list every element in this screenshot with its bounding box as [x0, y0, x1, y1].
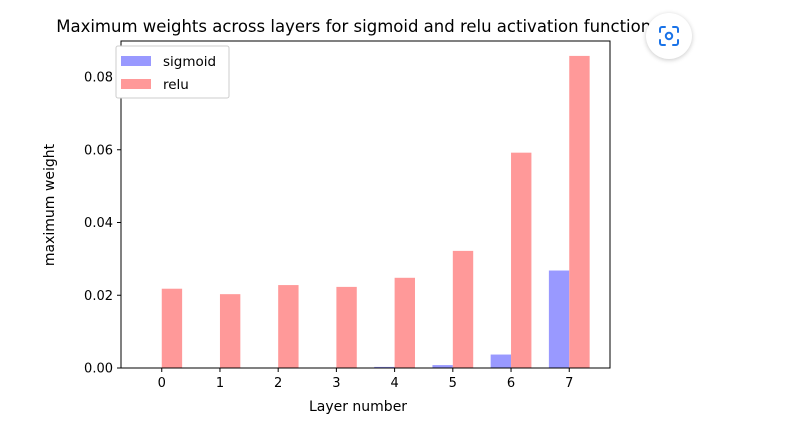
x-tick-label: 0: [158, 376, 166, 391]
x-tick-label: 1: [216, 376, 224, 391]
bar-sigmoid-layer-7: [548, 270, 570, 368]
x-tick-label: 3: [332, 376, 340, 391]
bar-relu-layer-3: [336, 286, 357, 368]
x-axis-label: Layer number: [309, 399, 407, 415]
legend-swatch-relu: [121, 79, 151, 89]
google-lens-icon: [659, 26, 679, 46]
y-tick-label: 0.08: [84, 71, 113, 86]
legend-swatch-sigmoid: [121, 56, 151, 66]
x-axis: 0 1 2 3 4 5 6 7: [158, 368, 573, 391]
plot-frame: [120, 40, 611, 369]
bar-relu-layer-7: [569, 55, 590, 368]
x-tick-label: 4: [390, 376, 398, 391]
legend-label-sigmoid: sigmoid: [163, 54, 216, 70]
bar-sigmoid-layer-5: [432, 365, 453, 368]
bar-sigmoid-layer-4: [374, 366, 395, 368]
y-axis-label: maximum weight: [42, 143, 58, 266]
bar-relu-layer-6: [511, 152, 532, 368]
y-tick-label: 0.00: [84, 362, 113, 377]
y-tick-label: 0.02: [84, 289, 113, 304]
bar-sigmoid-layer-6: [490, 354, 512, 368]
bar-relu-layer-5: [452, 250, 474, 368]
x-tick-label: 2: [274, 376, 282, 391]
chart-title: Maximum weights across layers for sigmoi…: [56, 17, 660, 36]
y-axis: 0.00 0.02 0.04 0.06 0.08: [84, 71, 121, 377]
bar-relu-layer-0: [161, 288, 183, 368]
legend: sigmoid relu: [115, 45, 230, 99]
y-tick-label: 0.04: [84, 216, 113, 231]
bar-relu-layer-4: [394, 277, 415, 368]
x-tick-label: 5: [449, 376, 457, 391]
bars-group: [161, 55, 590, 368]
bar-relu-layer-2: [278, 285, 299, 368]
legend-label-relu: relu: [163, 77, 189, 93]
google-lens-button[interactable]: [646, 13, 692, 59]
x-tick-label: 6: [507, 376, 515, 391]
bar-relu-layer-1: [219, 294, 241, 368]
y-tick-label: 0.06: [84, 143, 113, 158]
x-tick-label: 7: [565, 376, 573, 391]
